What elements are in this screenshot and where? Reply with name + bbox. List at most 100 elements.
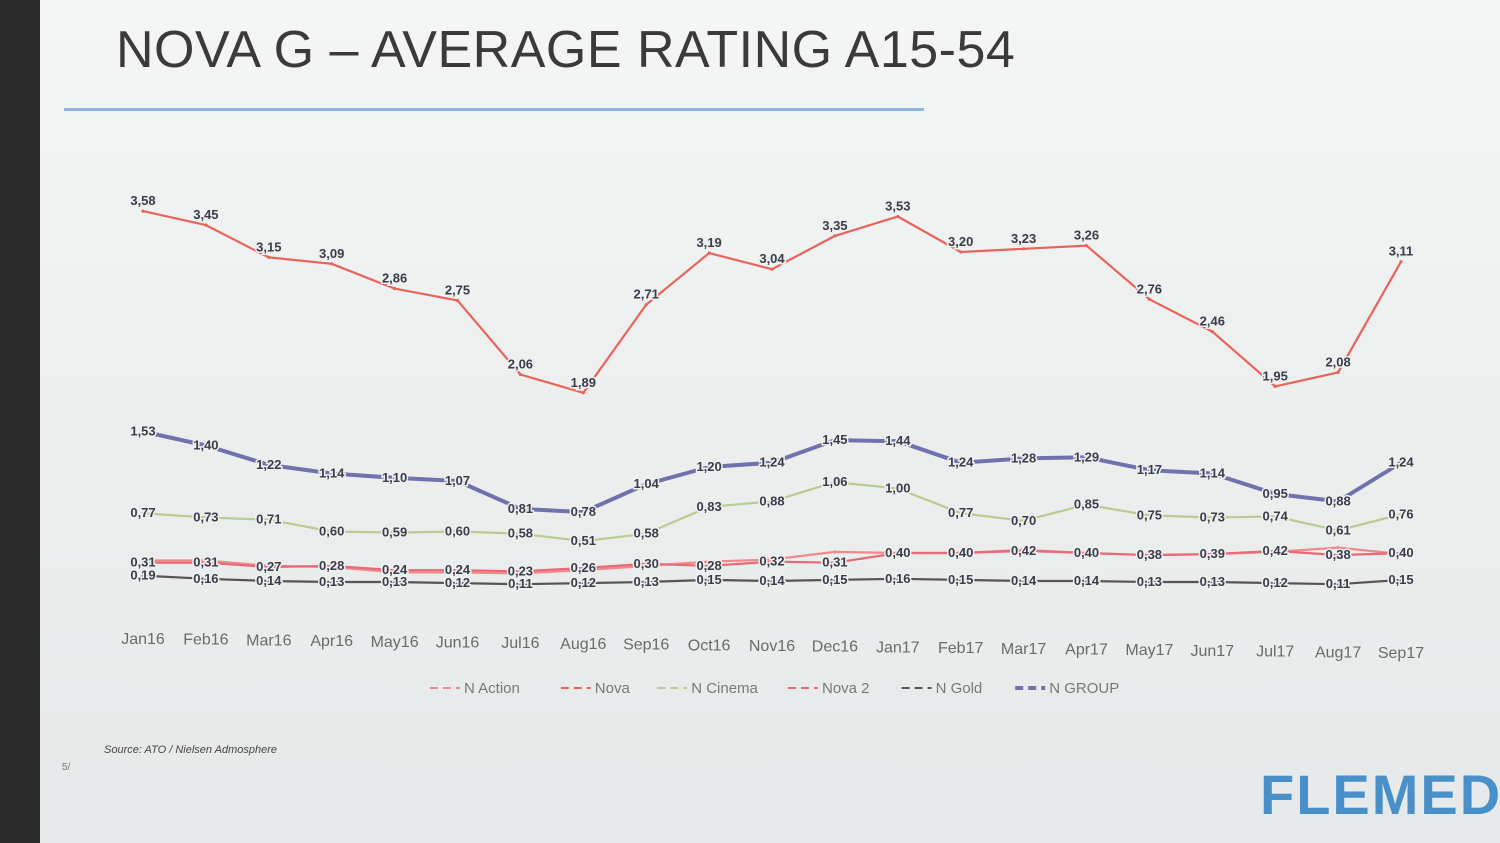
data-point-n-group xyxy=(1146,467,1152,473)
data-labels: 3,58 3,45 3,15 3,09 2,86 2,75 2,06 1,89 2,71 3,19… xyxy=(129,192,1416,593)
data-label-nova: 2,71 xyxy=(634,287,659,302)
x-tick-label: Jun17 xyxy=(1191,643,1235,660)
data-label-nova: 3,58 xyxy=(130,193,155,208)
x-tick-label: Jul17 xyxy=(1256,644,1294,661)
data-label-n-gold: 0,13 xyxy=(1200,574,1225,589)
data-point-n-cinema xyxy=(1210,515,1214,520)
data-label-n-group: 1,04 xyxy=(634,476,660,491)
data-label-nova-2: 0,38 xyxy=(1137,547,1162,562)
data-label-n-cinema: 0,75 xyxy=(1137,507,1162,522)
data-point-nova-2 xyxy=(267,565,271,569)
data-point-n-gold xyxy=(1273,581,1277,585)
data-label-n-cinema: 0,77 xyxy=(948,505,973,520)
data-point-nova xyxy=(1336,370,1340,374)
data-point-n-group xyxy=(1335,498,1341,504)
data-point-nova xyxy=(833,234,837,238)
data-label-n-group: 1,14 xyxy=(319,466,345,481)
brand-logo-text: FLEMED xyxy=(1260,763,1500,826)
data-point-n-group xyxy=(517,506,523,512)
data-point-n-group xyxy=(329,471,335,476)
data-label-nova-2: 0,40 xyxy=(885,545,910,560)
data-label-n-group: 1,24 xyxy=(759,455,785,470)
data-point-nova-2 xyxy=(1022,549,1026,553)
x-tick-label: Nov16 xyxy=(749,638,795,655)
data-point-nova-2 xyxy=(518,569,522,573)
data-point-n-gold xyxy=(581,581,585,585)
data-point-nova xyxy=(141,209,145,213)
data-label-nova: 2,86 xyxy=(382,271,407,286)
slide-number: 5/ xyxy=(62,762,71,773)
data-point-n-gold xyxy=(141,574,145,578)
data-point-nova xyxy=(267,255,271,259)
legend-label-n-action: N Action xyxy=(464,680,520,697)
data-label-n-cinema: 0,60 xyxy=(319,524,344,539)
data-label-n-gold: 0,13 xyxy=(634,574,659,589)
data-point-n-gold xyxy=(1022,579,1026,583)
data-point-n-cinema xyxy=(330,529,334,534)
x-tick-label: Apr16 xyxy=(310,633,353,650)
data-point-n-cinema xyxy=(141,511,145,515)
data-point-n-group xyxy=(895,438,901,444)
x-tick-label: May16 xyxy=(371,634,419,651)
data-label-n-gold: 0,11 xyxy=(1326,576,1351,591)
data-point-n-action xyxy=(833,550,837,554)
data-point-n-gold xyxy=(644,580,648,584)
data-label-n-gold: 0,15 xyxy=(822,572,847,587)
data-point-n-gold xyxy=(1336,582,1340,586)
data-point-n-gold xyxy=(707,578,711,582)
data-label-nova-2: 0,38 xyxy=(1325,547,1350,562)
data-point-n-gold xyxy=(1084,579,1089,583)
data-label-n-cinema: 0,76 xyxy=(1388,506,1413,521)
data-label-n-group: 1,53 xyxy=(130,424,155,439)
data-point-nova-2 xyxy=(959,551,963,555)
data-point-nova-2 xyxy=(1147,553,1151,557)
data-label-n-gold: 0,14 xyxy=(1074,573,1100,588)
x-tick-label: Mar16 xyxy=(246,632,291,649)
title-underline xyxy=(64,108,924,111)
data-point-n-group xyxy=(455,478,460,484)
data-point-nova xyxy=(1022,247,1026,251)
data-point-nova-2 xyxy=(204,561,208,565)
data-label-nova: 2,76 xyxy=(1137,281,1162,296)
data-point-n-group xyxy=(1209,471,1215,476)
data-point-nova-2 xyxy=(1084,551,1089,555)
legend-label-n-gold: N Gold xyxy=(936,680,983,697)
data-label-n-gold: 0,16 xyxy=(193,571,218,586)
data-point-nova-2 xyxy=(1273,549,1277,553)
source-note: Source: ATO / Nielsen Admosphere xyxy=(104,744,278,756)
data-label-nova: 3,11 xyxy=(1389,244,1414,259)
data-point-nova-2 xyxy=(896,551,900,555)
data-label-nova-2: 0,40 xyxy=(1388,545,1413,560)
data-label-n-group: 1,28 xyxy=(1011,450,1036,465)
data-point-n-gold xyxy=(1210,580,1214,584)
data-label-n-group: 1,10 xyxy=(382,470,407,485)
data-label-n-group: 1,40 xyxy=(193,438,218,453)
data-point-nova-2 xyxy=(330,564,334,568)
data-label-n-group: 0,81 xyxy=(508,501,533,516)
data-label-nova: 3,26 xyxy=(1074,228,1099,243)
data-label-nova: 3,19 xyxy=(696,235,721,250)
data-point-n-group xyxy=(392,475,398,481)
data-label-n-gold: 0,14 xyxy=(759,573,785,588)
data-label-n-cinema: 0,71 xyxy=(256,512,281,527)
x-tick-label: Oct16 xyxy=(688,637,731,654)
x-tick-label: Dec16 xyxy=(812,639,858,656)
data-point-nova xyxy=(896,214,900,219)
data-label-nova-2: 0,28 xyxy=(319,558,344,573)
data-point-n-gold xyxy=(896,577,900,581)
data-label-nova-2: 0,26 xyxy=(571,560,596,575)
data-point-n-gold xyxy=(455,581,460,585)
data-label-n-gold: 0,14 xyxy=(256,573,282,588)
data-label-n-cinema: 1,00 xyxy=(885,481,910,496)
data-point-nova-2 xyxy=(1399,551,1403,555)
data-label-n-gold: 0,15 xyxy=(948,572,973,587)
data-point-n-cinema xyxy=(896,486,900,491)
data-label-n-gold: 0,11 xyxy=(508,576,533,591)
data-label-nova: 3,15 xyxy=(256,239,281,254)
legend-label-nova-2: Nova 2 xyxy=(822,680,870,697)
data-point-n-group xyxy=(706,464,712,470)
x-tick-label: Feb17 xyxy=(938,640,983,657)
data-label-n-gold: 0,12 xyxy=(571,575,596,590)
data-label-n-cinema: 0,60 xyxy=(445,524,470,539)
data-label-n-gold: 0,15 xyxy=(696,572,721,587)
